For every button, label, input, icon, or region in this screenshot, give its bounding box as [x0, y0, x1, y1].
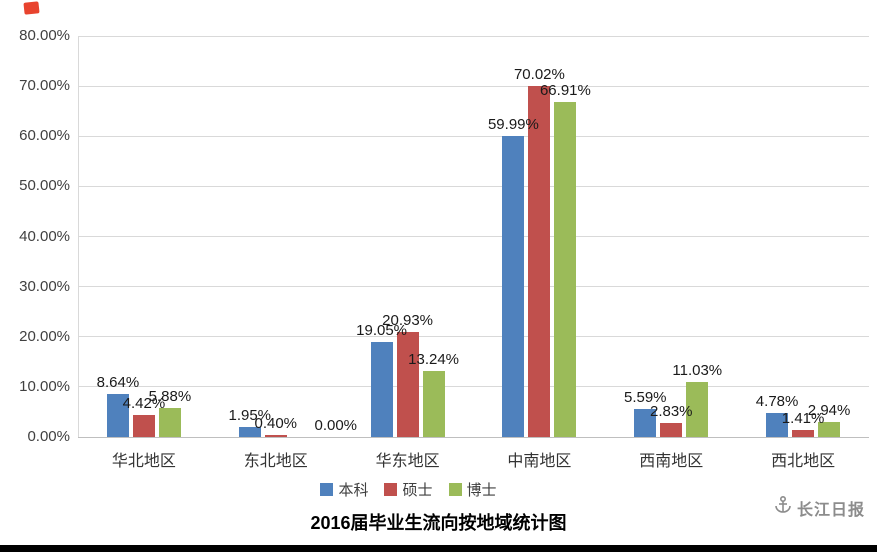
bar-博士-华北地区: [158, 408, 181, 437]
bar-value-label: 13.24%: [408, 351, 460, 368]
legend-item-本科: 本科: [320, 479, 368, 500]
legend-item-label: 博士: [466, 482, 497, 499]
chart-title: 2016届毕业生流向按地域统计图: [310, 513, 567, 533]
gridline: [78, 336, 869, 338]
gridline: [78, 85, 869, 87]
gridline: [78, 35, 869, 37]
bar-value-label: 4.42%: [122, 395, 166, 412]
y-axis-tick-label: 40.00%: [19, 227, 70, 245]
bar-value-label: 5.88%: [148, 388, 192, 405]
gridline: [78, 135, 869, 137]
x-axis-category-label: 华东地区: [375, 453, 440, 470]
x-axis-category-label: 华北地区: [111, 453, 176, 470]
bar-value-label: 0.40%: [254, 415, 298, 432]
bar-硕士-华北地区: [132, 415, 155, 437]
watermark-text: 长江日报: [796, 501, 865, 519]
bar-value-label: 70.02%: [513, 66, 565, 83]
watermark: 长江日报: [773, 495, 865, 520]
bar-硕士-西北地区: [792, 430, 815, 437]
y-axis-tick-label: 70.00%: [19, 77, 70, 95]
gridline: [78, 286, 869, 288]
bar-value-label: 0.00%: [314, 417, 358, 434]
bar-value-label: 2.83%: [649, 403, 693, 420]
x-axis-category-label: 中南地区: [507, 453, 572, 470]
bar-value-label: 4.78%: [755, 393, 799, 410]
bar-value-label: 8.64%: [96, 374, 140, 391]
bar-value-label: 5.59%: [623, 389, 667, 406]
bar-本科-华北地区: [106, 394, 129, 437]
bar-本科-西北地区: [766, 413, 789, 437]
gridline: [78, 236, 869, 237]
bar-博士-西北地区: [818, 422, 841, 437]
y-axis-tick-label: 30.00%: [19, 277, 70, 295]
x-axis-category-label: 西北地区: [771, 453, 836, 470]
red-fragment-icon: [23, 1, 40, 15]
bar-value-label: 2.94%: [807, 402, 851, 419]
bar-value-label: 59.99%: [487, 116, 539, 133]
bar-本科-中南地区: [502, 136, 525, 437]
bar-value-label: 19.05%: [356, 322, 408, 339]
gridline: [78, 386, 869, 388]
bar-value-label: 11.03%: [672, 362, 723, 379]
legend-swatch-icon: [448, 483, 462, 496]
y-axis-tick-label: 60.00%: [19, 127, 70, 145]
anchor-logo-icon: [773, 495, 793, 520]
bar-value-label: 1.95%: [228, 407, 272, 424]
y-axis-tick-label: 10.00%: [19, 377, 70, 395]
gridline: [78, 185, 869, 187]
bar-博士-西南地区: [686, 382, 709, 437]
bar-本科-华东地区: [370, 342, 393, 437]
bar-value-label: 1.41%: [781, 410, 825, 427]
bar-value-label: 20.93%: [382, 312, 434, 329]
y-axis-tick-label: 0.00%: [27, 428, 70, 445]
bottom-black-bar: [0, 545, 877, 552]
legend-swatch-icon: [320, 483, 334, 496]
bar-博士-华东地区: [422, 371, 445, 437]
legend-swatch-icon: [384, 483, 398, 496]
bar-硕士-东北地区: [264, 435, 287, 437]
bar-本科-东北地区: [238, 427, 261, 437]
x-axis-category-label: 西南地区: [639, 453, 704, 470]
bar-硕士-中南地区: [528, 86, 551, 437]
bar-value-label: 66.91%: [539, 82, 591, 99]
y-axis-tick-label: 50.00%: [19, 177, 70, 195]
x-axis-category-label: 东北地区: [243, 453, 308, 470]
plot-area: 8.64% 4.42% 5.88% 1.95% 0.40% 0.00% 19.05% 20.9…: [78, 35, 869, 438]
bar-硕士-华东地区: [396, 332, 419, 437]
bar-硕士-西南地区: [660, 423, 683, 437]
bar-本科-西南地区: [634, 409, 657, 437]
y-axis-tick-label: 80.00%: [19, 27, 70, 44]
gridline: [78, 436, 869, 438]
chart-legend: 本科 硕士 博士: [0, 479, 817, 500]
bar-博士-中南地区: [554, 102, 577, 437]
legend-item-博士: 博士: [448, 479, 497, 500]
y-axis-tick-label: 20.00%: [19, 327, 70, 345]
legend-item-硕士: 硕士: [384, 479, 433, 500]
legend-item-label: 本科: [338, 482, 369, 499]
legend-item-label: 硕士: [402, 482, 433, 499]
